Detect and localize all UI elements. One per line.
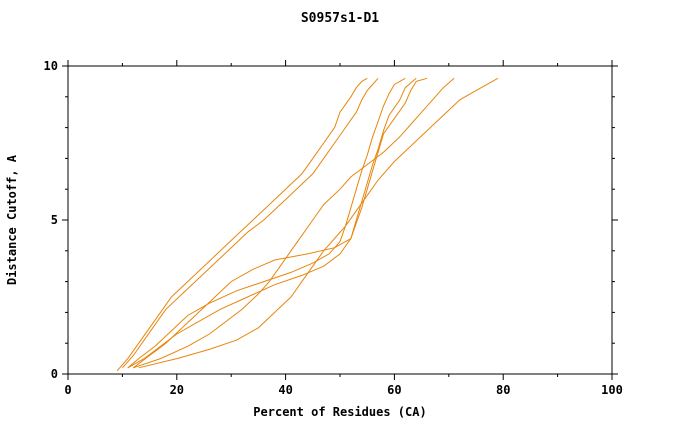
x-tick-label: 100	[601, 383, 623, 397]
series-line-curve-6	[133, 77, 455, 369]
y-tick-label: 0	[51, 367, 58, 381]
chart-title: S0957s1-D1	[301, 11, 379, 26]
x-axis-label: Percent of Residues (CA)	[253, 405, 426, 419]
x-tick-label: 40	[278, 383, 292, 397]
series-line-curve-1	[116, 77, 368, 372]
y-axis-label: Distance Cutoff, A	[5, 154, 19, 285]
y-tick-label: 10	[44, 59, 58, 73]
x-tick-label: 60	[387, 383, 401, 397]
series-line-curve-7	[138, 77, 499, 369]
series-line-curve-3	[127, 77, 406, 369]
series-line-curve-2	[122, 77, 379, 369]
y-tick-label: 5	[51, 213, 58, 227]
plot-content: 0 20 40 60 80 100 0 5 10	[44, 59, 623, 397]
x-tick-label: 0	[64, 383, 71, 397]
x-tick-label: 80	[496, 383, 510, 397]
series-line-curve-5	[132, 77, 428, 369]
x-tick-label: 20	[170, 383, 184, 397]
series-line-curve-4	[127, 77, 417, 369]
